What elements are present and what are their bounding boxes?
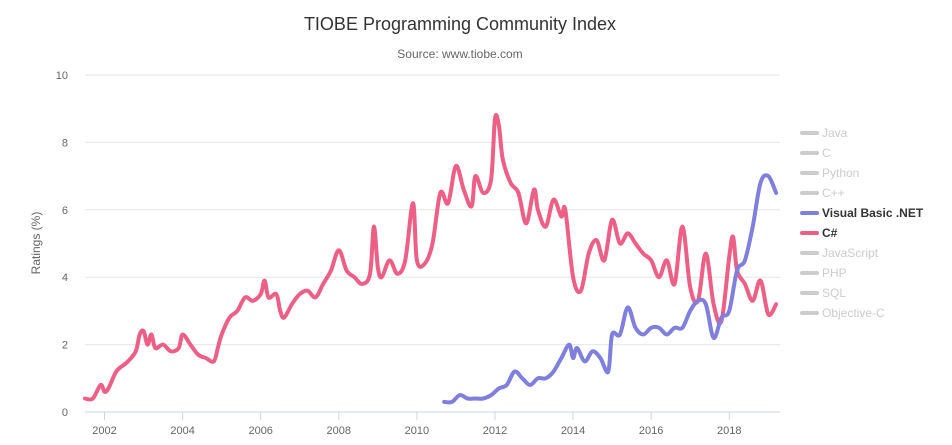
- x-tick-label: 2012: [483, 425, 507, 437]
- x-tick-label: 2018: [717, 425, 741, 437]
- x-tick-label: 2008: [327, 425, 351, 437]
- legend-item-javascript[interactable]: JavaScript: [800, 246, 879, 260]
- legend-label: SQL: [822, 286, 846, 300]
- legend-label: C++: [822, 186, 845, 200]
- legend-label: C#: [822, 226, 838, 240]
- series-layer: [83, 113, 779, 405]
- legend-label: JavaScript: [822, 246, 879, 260]
- series-line-visual-basic-net[interactable]: [442, 173, 779, 405]
- x-tick-label: 2004: [170, 425, 194, 437]
- legend: Java C Python C++ Visual Basic .NET C# JavaScr…: [800, 126, 924, 320]
- y-tick-label: 10: [56, 70, 68, 82]
- legend-item-c[interactable]: C: [800, 146, 831, 160]
- y-tick-label: 6: [62, 205, 68, 217]
- chart-subtitle: Source: www.tiobe.com: [397, 47, 522, 61]
- x-tick-label: 2016: [639, 425, 663, 437]
- legend-item-java[interactable]: Java: [800, 126, 848, 140]
- x-tick-label: 2006: [248, 425, 272, 437]
- legend-item-c[interactable]: C++: [800, 186, 845, 200]
- legend-label: C: [822, 146, 831, 160]
- y-tick-label: 8: [62, 137, 68, 149]
- x-tick-label: 2002: [92, 425, 116, 437]
- y-axis-title: Ratings (%): [29, 212, 43, 275]
- legend-item-sql[interactable]: SQL: [800, 286, 846, 300]
- series-line-c[interactable]: [83, 113, 779, 402]
- legend-item-objective-c[interactable]: Objective-C: [800, 306, 885, 320]
- legend-item-c[interactable]: C#: [800, 226, 838, 240]
- y-axis-ticks: 0 2 4 6 8 10: [56, 70, 68, 419]
- x-tick-label: 2010: [405, 425, 429, 437]
- legend-label: Visual Basic .NET: [822, 206, 924, 220]
- y-tick-label: 4: [62, 272, 68, 284]
- chart-title: TIOBE Programming Community Index: [304, 14, 616, 34]
- y-tick-label: 0: [62, 407, 68, 419]
- legend-item-python[interactable]: Python: [800, 166, 859, 180]
- x-tick-label: 2014: [561, 425, 585, 437]
- legend-label: PHP: [822, 266, 847, 280]
- legend-item-php[interactable]: PHP: [800, 266, 847, 280]
- x-axis-ticks: 2002 2004 2006 2008 2010 2012 2014 2016 2018: [85, 411, 780, 437]
- legend-label: Java: [822, 126, 848, 140]
- y-tick-label: 2: [62, 340, 68, 352]
- legend-label: Python: [822, 166, 859, 180]
- legend-item-visual-basic-net[interactable]: Visual Basic .NET: [800, 206, 924, 220]
- legend-label: Objective-C: [822, 306, 885, 320]
